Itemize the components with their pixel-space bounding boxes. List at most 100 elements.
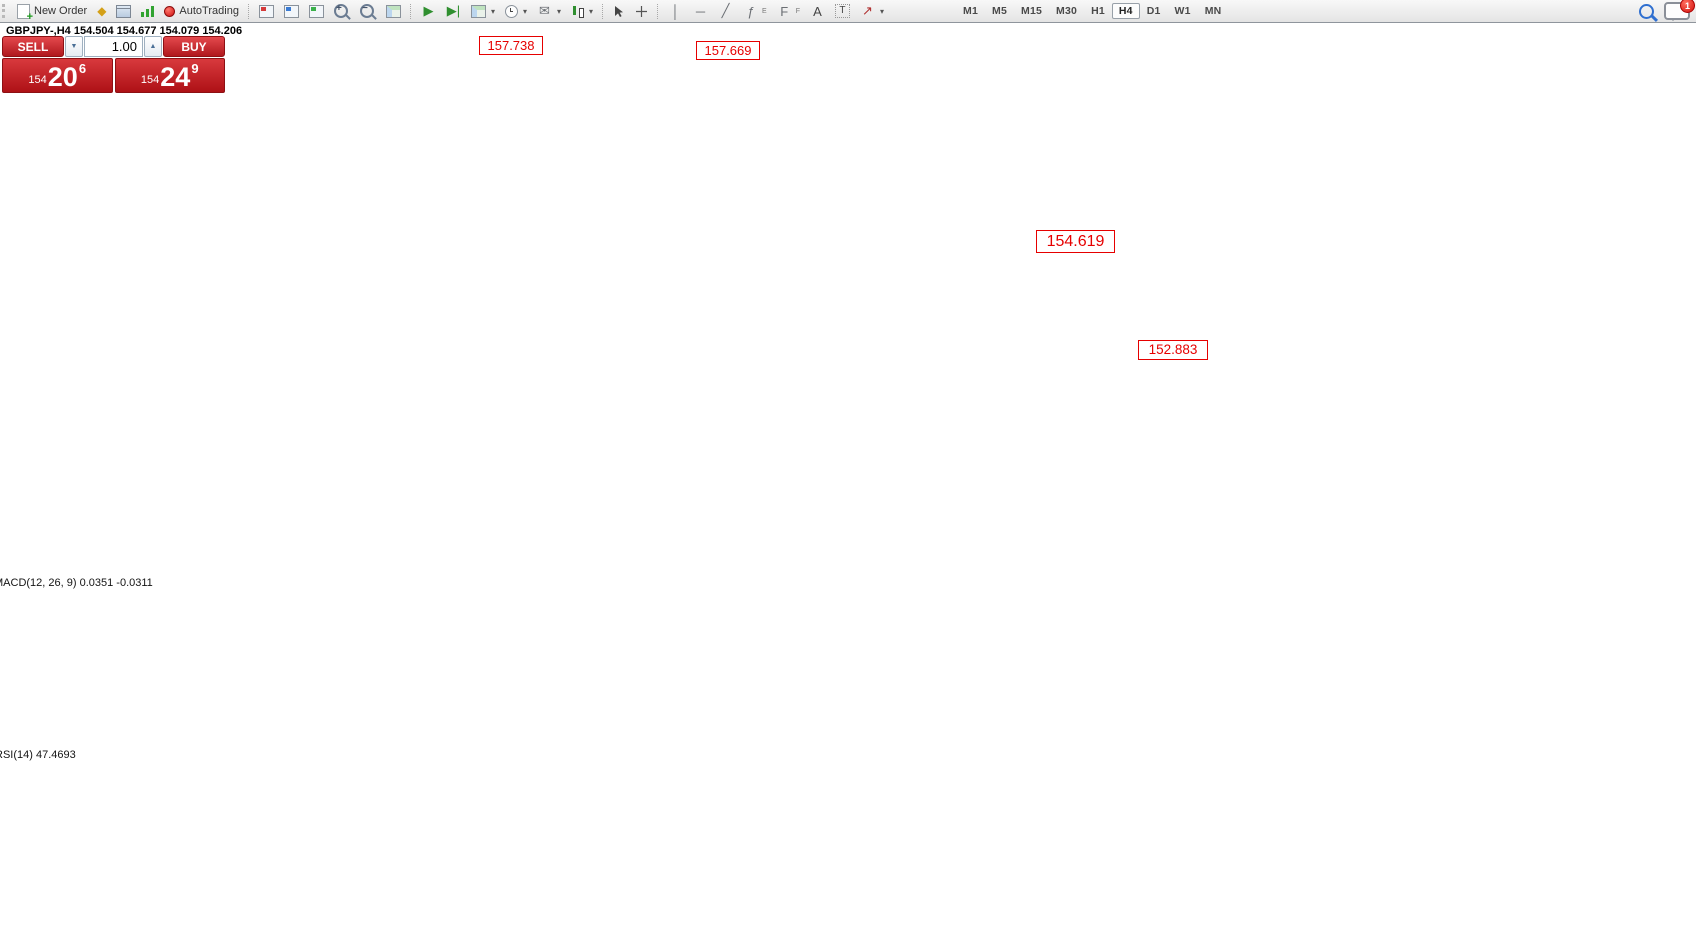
signal-bars-icon xyxy=(141,5,155,17)
toolbar-separator xyxy=(409,3,412,19)
tile-windows-button[interactable] xyxy=(381,1,406,21)
chart-shift-button[interactable]: ▶| xyxy=(441,1,466,21)
new-order-button[interactable]: + New Order xyxy=(12,1,92,22)
bid-price-point: 6 xyxy=(78,61,87,76)
navigator-button[interactable] xyxy=(304,1,329,21)
new-order-label: New Order xyxy=(34,5,88,17)
chevron-down-icon: ▾ xyxy=(490,6,495,16)
buy-button[interactable]: BUY xyxy=(163,36,225,57)
channel-icon: ƒ xyxy=(746,3,755,19)
zoom-out-button[interactable]: − xyxy=(355,1,381,21)
main-toolbar: + New Order ◆ AutoTrading + − ▶ ▶| ▾ ▾ ✉… xyxy=(0,0,1696,23)
price-callout-157669[interactable]: 157.669 xyxy=(696,41,760,60)
timeframe-button-m15[interactable]: M15 xyxy=(1021,5,1043,17)
toolbar-separator xyxy=(657,3,659,19)
new-order-icon: + xyxy=(17,3,33,22)
volume-increase-button[interactable]: ▲ xyxy=(144,36,162,57)
chart-type-button[interactable]: ▾ xyxy=(566,1,598,21)
tile-windows-icon xyxy=(385,4,401,18)
chevron-down-icon: ▾ xyxy=(556,6,561,16)
timeframe-button-m1[interactable]: M1 xyxy=(963,5,978,17)
vertical-line-tool[interactable]: │ xyxy=(663,1,688,21)
timeframe-button-m30[interactable]: M30 xyxy=(1056,5,1078,17)
data-window-icon xyxy=(283,4,299,18)
bid-price-pips: 20 xyxy=(47,62,78,92)
market-watch-button[interactable] xyxy=(254,1,279,21)
trendline-icon: ╱ xyxy=(721,3,730,18)
autotrading-status-icon xyxy=(164,5,176,17)
cursor-tool-button[interactable] xyxy=(608,1,630,21)
periods-button[interactable]: ▾ xyxy=(500,1,532,21)
notification-badge: 1 xyxy=(1680,0,1695,13)
search-icon[interactable] xyxy=(1639,3,1654,19)
timeframe-group: M1 M5 M15 M30 H1 H4 D1 W1 MN xyxy=(956,1,1228,21)
terminal-window-button[interactable] xyxy=(111,1,136,21)
gold-button[interactable]: ◆ xyxy=(92,1,111,21)
zoom-out-icon: − xyxy=(359,3,374,18)
ask-price-box[interactable]: 154 24 9 xyxy=(114,58,225,93)
timeframe-button-m5[interactable]: M5 xyxy=(992,5,1007,17)
navigator-icon xyxy=(308,4,324,18)
fibonacci-icon: F xyxy=(780,3,789,19)
macd-indicator-label: MACD(12, 26, 9) 0.0351 -0.0311 xyxy=(0,577,153,589)
new-chart-button[interactable]: ▾ xyxy=(466,1,500,21)
ask-price-major: 154 xyxy=(140,74,160,86)
timeframe-button-h1[interactable]: H1 xyxy=(1091,5,1105,17)
volume-decrease-button[interactable]: ▼ xyxy=(65,36,83,57)
clock-icon xyxy=(504,4,518,18)
sell-button[interactable]: SELL xyxy=(2,36,64,57)
timeframe-button-mn[interactable]: MN xyxy=(1204,5,1222,17)
price-callout-154619[interactable]: 154.619 xyxy=(1036,230,1115,253)
chevron-down-icon: ▾ xyxy=(879,6,884,16)
timeframe-button-h4[interactable]: H4 xyxy=(1111,3,1140,19)
volume-input[interactable]: 1.00 xyxy=(84,36,143,57)
window-icon xyxy=(116,4,132,18)
chevron-down-icon: ▾ xyxy=(589,6,594,16)
text-tool[interactable]: A xyxy=(805,1,830,21)
cursor-icon xyxy=(615,5,624,17)
data-window-button[interactable] xyxy=(279,1,304,21)
timeframe-button-w1[interactable]: W1 xyxy=(1174,5,1191,17)
arrows-tool[interactable]: ↗ ▾ xyxy=(855,1,889,21)
signals-button[interactable] xyxy=(136,1,159,21)
label-icon: T xyxy=(834,4,850,18)
gold-icon: ◆ xyxy=(97,4,107,18)
new-chart-icon xyxy=(470,4,486,18)
timeframe-button-d1[interactable]: D1 xyxy=(1146,5,1161,17)
envelope-icon: ✉ xyxy=(539,3,550,18)
toolbar-grip[interactable] xyxy=(2,4,10,18)
candlestick-chart-icon xyxy=(571,5,584,18)
vertical-line-icon: │ xyxy=(671,3,680,19)
text-icon: A xyxy=(813,3,822,19)
toolbar-separator xyxy=(602,3,604,19)
chart-title-ohlc: GBPJPY-,H4 154.504 154.677 154.079 154.2… xyxy=(6,25,243,37)
ask-price-point: 9 xyxy=(191,61,199,76)
text-label-tool[interactable]: T xyxy=(830,1,855,21)
ask-price-pips: 24 xyxy=(160,62,191,92)
one-click-trading-panel: SELL ▼ 1.00 ▲ BUY 154 20 6 154 24 9 xyxy=(2,36,225,93)
price-callout-152883[interactable]: 152.883 xyxy=(1138,340,1208,360)
auto-scroll-icon: ▶ xyxy=(423,3,434,18)
horizontal-line-icon: ─ xyxy=(695,3,706,19)
templates-button[interactable]: ✉ ▾ xyxy=(532,1,566,21)
bid-price-box[interactable]: 154 20 6 xyxy=(2,58,113,93)
horizontal-line-tool[interactable]: ─ xyxy=(688,1,713,21)
chart-background xyxy=(0,22,1696,934)
price-callout-157738[interactable]: 157.738 xyxy=(479,36,543,55)
zoom-in-button[interactable]: + xyxy=(329,1,355,21)
bid-price-major: 154 xyxy=(28,74,47,86)
chart-shift-icon: ▶| xyxy=(446,3,461,18)
autotrading-label: AutoTrading xyxy=(179,5,239,17)
crosshair-tool-button[interactable] xyxy=(630,1,653,21)
rsi-indicator-label: RSI(14) 47.4693 xyxy=(0,749,76,761)
notifications-bubble-icon[interactable]: 1 xyxy=(1664,0,1695,21)
trendline-tool[interactable]: ╱ xyxy=(713,1,738,21)
zoom-in-icon: + xyxy=(333,3,348,18)
autotrading-button[interactable]: AutoTrading xyxy=(159,1,244,21)
chevron-down-icon: ▾ xyxy=(522,6,527,16)
auto-scroll-button[interactable]: ▶ xyxy=(416,1,441,21)
